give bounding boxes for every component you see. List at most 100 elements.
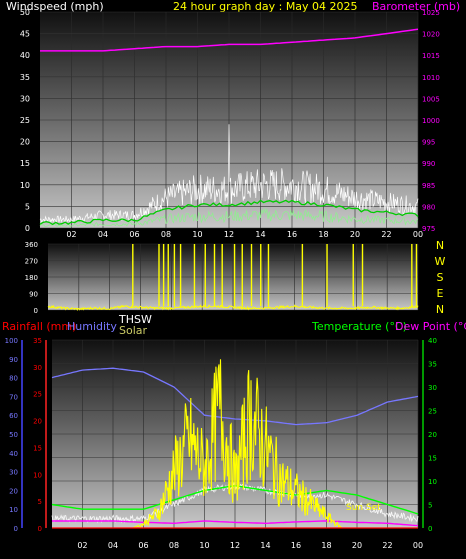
compass-letter: N (436, 239, 444, 252)
baro-y-tick: 1000 (422, 117, 440, 125)
wind-axis-label: Windspeed (mph) (6, 0, 104, 13)
temp-y-tick: 5 (428, 502, 432, 510)
wind-y-tick: 35 (20, 73, 30, 82)
direction-y-tick: 360 (25, 241, 38, 249)
x-tick-label: 22 (382, 541, 392, 550)
thsw-label: THSW (118, 313, 152, 326)
grid-lines (21, 11, 424, 529)
humidity-line (51, 367, 419, 426)
humidity-label: Humidity (67, 320, 117, 333)
temp-y-tick: 20 (428, 431, 437, 439)
humidity-y-tick: 90 (9, 356, 18, 364)
baro-y-tick: 980 (422, 203, 435, 211)
x-tick-label: 18 (318, 230, 328, 239)
x-tick-label: 16 (287, 230, 297, 239)
humidity-y-tick: 10 (9, 506, 18, 514)
baro-y-tick: 990 (422, 160, 435, 168)
rain-y-tick: 15 (33, 444, 42, 452)
barometer-line (40, 28, 419, 52)
temperature-label: Temperature (°C) (311, 320, 407, 333)
dewpoint-label: Dew Point (°C) (395, 320, 466, 333)
humidity-y-tick: 20 (9, 487, 18, 495)
x-tick-label: 00 (413, 230, 423, 239)
temp-y-tick: 10 (428, 478, 437, 486)
baro-y-tick: 1015 (422, 52, 440, 60)
humidity-y-tick: 0 (14, 525, 18, 533)
rainfall-label: Rainfall (mm) (2, 320, 76, 333)
rain-y-tick: 5 (38, 498, 42, 506)
rain-y-tick: 35 (33, 337, 42, 345)
x-tick-label: 12 (230, 541, 240, 550)
wind-y-tick: 40 (20, 51, 30, 60)
wind-y-tick: 25 (20, 116, 30, 125)
compass-letter: S (437, 271, 444, 284)
x-tick-label: 22 (381, 230, 391, 239)
wind-y-tick: 15 (20, 159, 30, 168)
wind-y-tick: 45 (20, 30, 30, 39)
temp-y-tick: 0 (428, 525, 432, 533)
baro-y-tick: 995 (422, 139, 435, 147)
x-tick-label: 02 (77, 541, 87, 550)
x-tick-label: 06 (129, 230, 139, 239)
wind-y-tick: 20 (20, 138, 30, 147)
humidity-y-tick: 60 (9, 412, 18, 420)
x-tick-label: 04 (108, 541, 118, 550)
humidity-y-tick: 70 (9, 393, 18, 401)
compass-letter: W (435, 255, 446, 268)
direction-y-tick: 270 (25, 258, 38, 266)
sunset-annotation: Sun Set (346, 503, 381, 513)
wind-y-tick: 10 (20, 181, 30, 190)
x-tick-label: 06 (138, 541, 148, 550)
rain-y-tick: 30 (33, 364, 42, 372)
x-tick-label: 14 (260, 541, 270, 550)
wind-gust-line (39, 124, 419, 224)
rain-y-tick: 20 (33, 418, 42, 426)
x-tick-label: 08 (169, 541, 179, 550)
wind-y-tick: 50 (20, 8, 30, 17)
humidity-y-tick: 40 (9, 450, 18, 458)
chart-marks (39, 28, 419, 529)
x-tick-label: 18 (321, 541, 331, 550)
baro-y-tick: 985 (422, 182, 435, 190)
x-tick-label: 10 (199, 541, 209, 550)
wind-y-tick: 5 (25, 202, 30, 211)
gust-avg-line (39, 199, 419, 226)
compass-letter: E (437, 287, 444, 300)
temp-y-tick: 30 (428, 384, 437, 392)
x-tick-label: 08 (161, 230, 171, 239)
baro-y-tick: 1010 (422, 74, 440, 82)
humidity-y-tick: 100 (5, 337, 18, 345)
direction-y-tick: 90 (29, 291, 38, 299)
x-tick-label: 10 (192, 230, 202, 239)
chart-title: 24 hour graph day : May 04 2025 (173, 0, 358, 13)
rain-y-tick: 25 (33, 391, 42, 399)
dewpoint-line (52, 520, 419, 527)
humidity-y-tick: 50 (9, 431, 18, 439)
direction-y-tick: 180 (25, 274, 38, 282)
solar-label: Solar (119, 324, 148, 337)
wind-y-tick: 0 (25, 224, 30, 233)
baro-y-tick: 1005 (422, 95, 440, 103)
barometer-axis-label: Barometer (mb) (372, 0, 460, 13)
humidity-y-tick: 80 (9, 375, 18, 383)
baro-y-tick: 1025 (422, 9, 440, 17)
wind-avg-line (39, 207, 419, 228)
rain-y-tick: 10 (33, 471, 42, 479)
compass-letter: N (436, 303, 444, 316)
humidity-y-tick: 30 (9, 469, 18, 477)
direction-line (47, 304, 419, 311)
wind-y-tick: 30 (20, 94, 30, 103)
direction-y-tick: 0 (34, 307, 38, 315)
x-tick-label: 20 (352, 541, 362, 550)
x-tick-label: 14 (255, 230, 265, 239)
rain-y-tick: 0 (38, 525, 42, 533)
x-tick-label: 04 (98, 230, 108, 239)
baro-y-tick: 1020 (422, 31, 440, 39)
x-tick-label: 00 (413, 541, 423, 550)
temp-y-tick: 35 (428, 361, 437, 369)
temp-y-tick: 15 (428, 455, 437, 463)
